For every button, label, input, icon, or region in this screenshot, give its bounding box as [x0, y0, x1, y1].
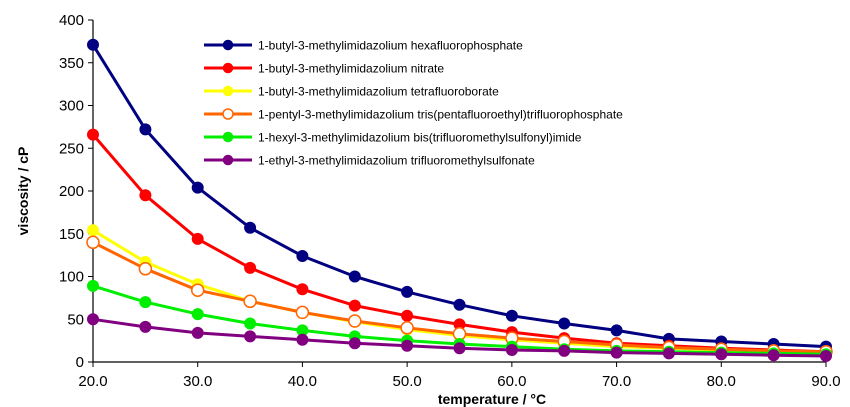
x-tick-label: 30.0	[183, 373, 212, 390]
y-tick-label: 400	[59, 12, 84, 29]
data-point	[401, 309, 414, 322]
x-tick-label: 20.0	[78, 373, 107, 390]
data-point	[244, 221, 257, 234]
data-point	[243, 294, 257, 309]
data-point	[767, 349, 780, 362]
x-tick-label: 70.0	[602, 373, 631, 390]
x-axis-ticks: 20.0 30.0 40.0 50.0 60.0 70.0 80.0 90.0	[78, 362, 841, 390]
data-point	[87, 313, 99, 326]
data-point	[715, 348, 728, 361]
legend-label: 1-butyl-3-methylimidazolium hexafluoroph…	[258, 39, 523, 53]
x-axis-label: temperature / °C	[438, 391, 546, 407]
data-point	[139, 320, 152, 333]
y-tick-label: 100	[59, 269, 84, 286]
y-tick-label: 150	[59, 226, 84, 243]
data-point	[296, 333, 309, 346]
legend: 1-butyl-3-methylimidazolium hexafluoroph…	[204, 39, 623, 168]
data-point	[558, 317, 571, 330]
y-tick-label: 50	[67, 311, 84, 328]
data-point	[139, 189, 152, 202]
data-point	[348, 299, 361, 312]
data-point	[662, 347, 675, 360]
data-point	[401, 339, 414, 352]
x-tick-label: 80.0	[707, 373, 736, 390]
data-point	[87, 224, 99, 237]
legend-item: 1-butyl-3-methylimidazolium tetrafluorob…	[204, 85, 499, 99]
data-point	[87, 38, 99, 51]
data-point	[190, 283, 205, 297]
data-point	[820, 350, 832, 362]
y-tick-label: 250	[59, 140, 84, 157]
legend-swatch-marker	[222, 62, 234, 74]
x-tick-label: 90.0	[811, 373, 840, 390]
legend-label: 1-butyl-3-methylimidazolium nitrate	[258, 62, 444, 76]
data-point	[138, 262, 153, 276]
data-point	[505, 309, 518, 322]
x-tick-label: 50.0	[393, 373, 422, 390]
y-tick-label: 200	[59, 183, 84, 200]
data-point	[348, 337, 361, 350]
data-point	[348, 314, 362, 328]
data-point	[505, 344, 518, 356]
y-axis-ticks: 0 50 100 150 200 250 300 350 400	[59, 12, 93, 371]
data-point	[401, 285, 414, 298]
legend-item: 1-hexyl-3-methylimidazolium bis(trifluor…	[204, 131, 582, 145]
data-point	[453, 342, 466, 355]
y-axis-label: viscosity / cP	[15, 147, 31, 236]
series-1	[87, 38, 832, 353]
legend-item: 1-butyl-3-methylimidazolium hexafluoroph…	[204, 39, 523, 53]
x-tick-label: 40.0	[288, 373, 317, 390]
legend-label: 1-ethyl-3-methylimidazolium trifluoromet…	[258, 154, 535, 168]
y-tick-label: 350	[59, 55, 84, 72]
data-point	[191, 326, 204, 339]
data-point	[87, 279, 99, 292]
data-point	[558, 344, 571, 357]
data-point	[191, 181, 204, 194]
legend-item: 1-butyl-3-methylimidazolium nitrate	[204, 62, 444, 76]
data-point	[296, 283, 309, 296]
data-point	[244, 317, 257, 330]
data-point	[139, 123, 152, 136]
data-point	[295, 305, 310, 320]
x-tick-label: 60.0	[497, 373, 526, 390]
data-point	[610, 346, 623, 359]
legend-swatch-marker	[222, 154, 234, 166]
legend-swatch-marker	[222, 131, 234, 143]
data-point	[191, 232, 204, 245]
legend-label: 1-butyl-3-methylimidazolium tetrafluorob…	[258, 85, 499, 99]
y-tick-label: 0	[76, 354, 84, 371]
data-point	[400, 321, 414, 335]
data-point	[244, 330, 257, 343]
legend-swatch-marker	[222, 85, 234, 97]
data-point	[191, 308, 204, 321]
legend-swatch-marker	[222, 39, 234, 51]
y-tick-label: 300	[59, 98, 84, 115]
data-point	[139, 296, 152, 309]
data-point	[453, 298, 466, 311]
legend-label: 1-hexyl-3-methylimidazolium bis(trifluor…	[258, 131, 582, 145]
series-6	[87, 313, 832, 362]
legend-swatch-marker	[222, 108, 234, 120]
legend-item: 1-pentyl-3-methylimidazolium tris(pentaf…	[204, 108, 623, 122]
data-point	[86, 235, 100, 250]
series-layer	[86, 38, 833, 362]
data-point	[296, 250, 309, 262]
data-point	[610, 324, 623, 337]
legend-label: 1-pentyl-3-methylimidazolium tris(pentaf…	[258, 108, 623, 122]
data-point	[348, 270, 361, 283]
legend-item: 1-ethyl-3-methylimidazolium trifluoromet…	[204, 154, 535, 168]
data-point	[87, 128, 99, 141]
data-point	[244, 261, 257, 274]
